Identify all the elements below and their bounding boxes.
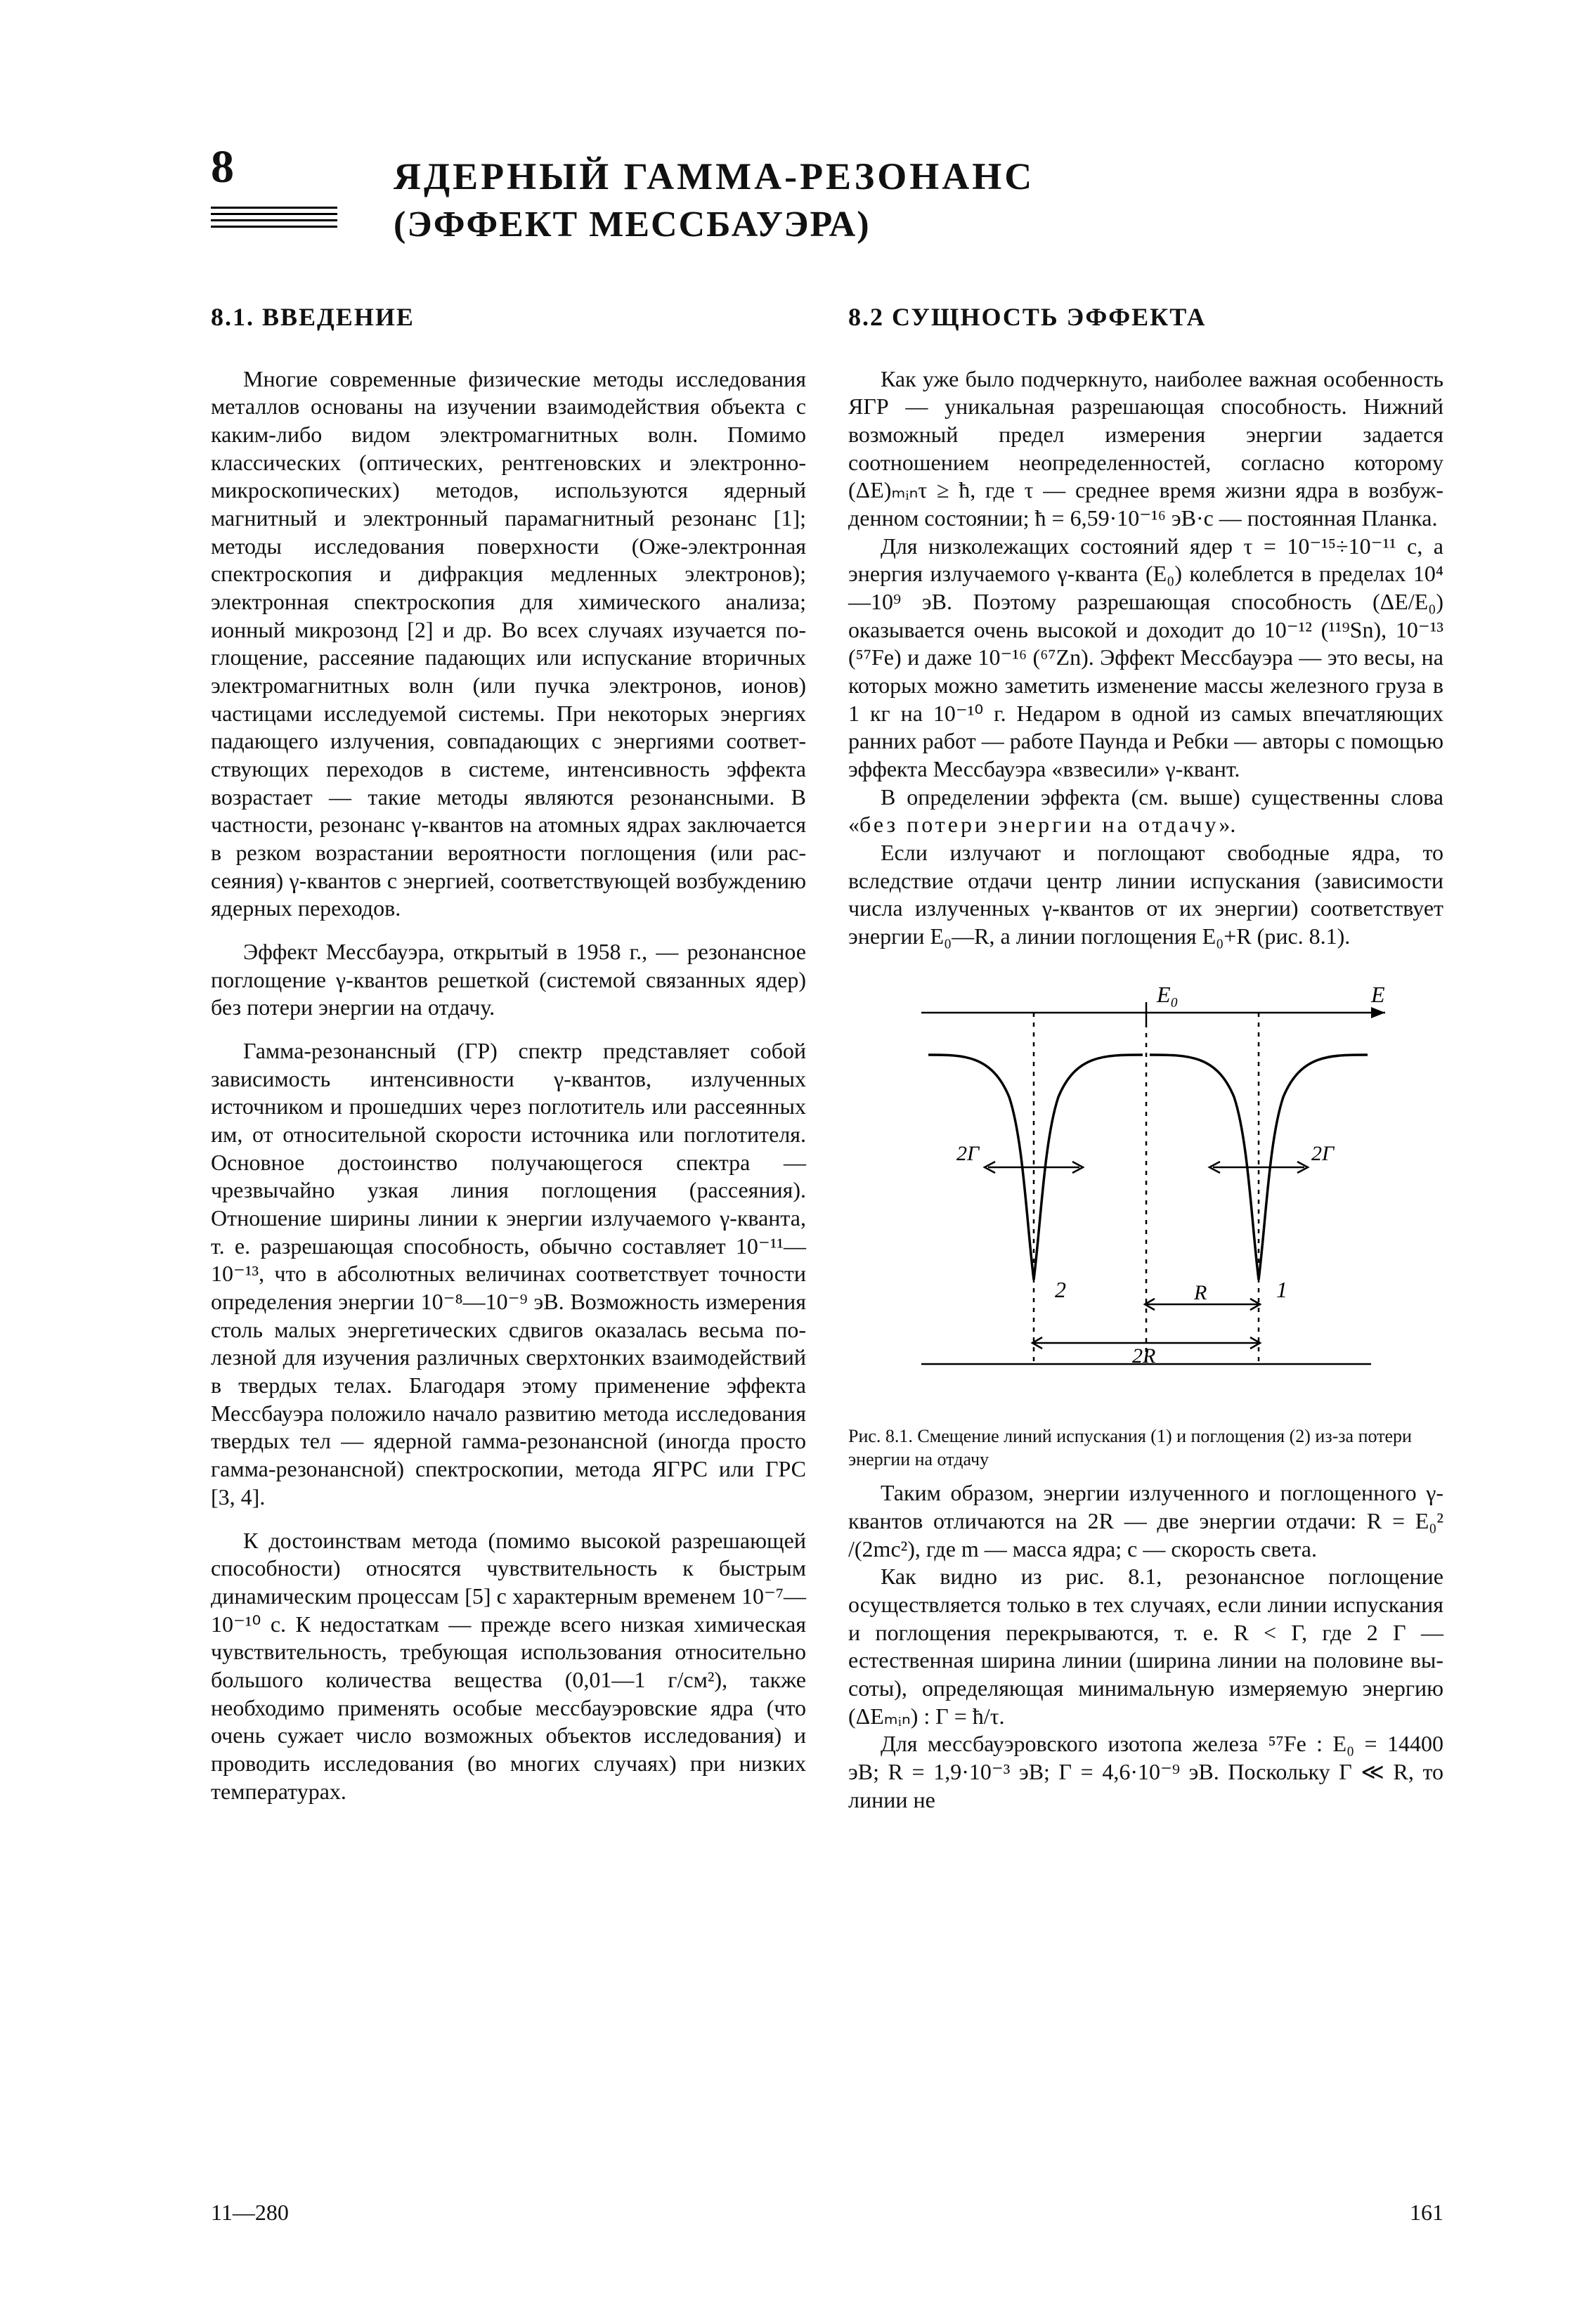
footer-signature: 11—280 xyxy=(211,2200,289,2226)
chapter-ornament: 8 xyxy=(211,141,337,228)
section-8-2-title: 8.2 СУЩНОСТЬ ЭФФЕКТА xyxy=(848,301,1443,333)
para-after-fig-1: Таким образом, энергии излученного и пог… xyxy=(848,1479,1443,1563)
para-essence-1b: Для низколежащих состояний ядер τ = 10⁻¹… xyxy=(848,533,1443,784)
figure-8-1: E₀ E 2Γ 2Γ 2 1 R 2R Рис. 8.1. Смещение л… xyxy=(848,971,1443,1472)
para-essence-3: Если излучают и поглощают свободные яд­р… xyxy=(848,839,1443,951)
figure-8-1-caption: Рис. 8.1. Смещение линий испускания (1) … xyxy=(848,1425,1443,1471)
fig-label-idx1: 1 xyxy=(1276,1277,1287,1302)
chapter-title-line2: (ЭФФЕКТ МЕССБАУЭРА) xyxy=(394,204,1443,245)
fig-label-R: R xyxy=(1193,1281,1207,1304)
fig-label-2R: 2R xyxy=(1132,1344,1155,1368)
chapter-title-block: ЯДЕРНЫЙ ГАММА-РЕЗОНАНС (ЭФФЕКТ МЕССБАУЭР… xyxy=(394,155,1443,245)
para-intro-2: Эффект Мессбауэра, открытый в 1958 г., —… xyxy=(211,938,806,1022)
chapter-title-line1: ЯДЕРНЫЙ ГАММА-РЕЗОНАНС xyxy=(394,155,1443,198)
para-essence-2: В определении эффекта (см. выше) сущест­… xyxy=(848,784,1443,839)
section-8-1-title: 8.1. ВВЕДЕНИЕ xyxy=(211,301,806,333)
para-intro-1: Многие современные физические методы исс… xyxy=(211,365,806,923)
fig-label-2G-left: 2Γ xyxy=(956,1142,980,1165)
para-intro-3: Гамма-резонансный (ГР) спектр представ­л… xyxy=(211,1037,806,1511)
page-number: 161 xyxy=(1410,2200,1443,2226)
spaced-emphasis: без потери энергии на отдачу xyxy=(859,812,1219,837)
chapter-rule xyxy=(211,207,337,228)
two-column-body: 8.1. ВВЕДЕНИЕ Многие современные физичес… xyxy=(211,294,1443,1814)
fig-label-2G-right: 2Γ xyxy=(1311,1142,1335,1165)
fig-label-idx2: 2 xyxy=(1055,1277,1066,1302)
figure-8-1-svg: E₀ E 2Γ 2Γ 2 1 R 2R xyxy=(879,971,1413,1406)
para-essence-1: Как уже было подчеркнуто, наиболее важна… xyxy=(848,365,1443,533)
fig-label-E: E xyxy=(1370,982,1385,1007)
para-after-fig-2: Как видно из рис. 8.1, резонансное погло… xyxy=(848,1563,1443,1730)
para-intro-4: К достоинствам метода (помимо высокой ра… xyxy=(211,1527,806,1806)
para-after-fig-3: Для мессбауэровского изотопа железа ⁵⁷Fe… xyxy=(848,1730,1443,1814)
fig-label-E0: E₀ xyxy=(1156,982,1179,1007)
chapter-number: 8 xyxy=(211,141,337,194)
